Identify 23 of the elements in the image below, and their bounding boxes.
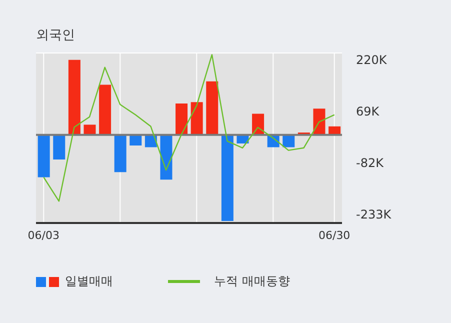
bar	[160, 134, 172, 180]
bar	[68, 60, 80, 135]
y-tick-label: 220K	[356, 53, 388, 68]
x-tick-label: 06/30	[318, 228, 350, 242]
bar	[313, 108, 326, 135]
bar	[190, 102, 203, 135]
line-series	[43, 54, 335, 202]
legend-label: 누적 매매동향	[213, 273, 290, 290]
bar	[84, 124, 96, 135]
bar	[130, 134, 142, 146]
bar	[221, 134, 234, 221]
bar	[53, 134, 66, 160]
x-tick-label: 06/03	[28, 228, 60, 242]
bar	[99, 84, 112, 135]
bar	[206, 81, 218, 135]
y-tick-label: -82K	[356, 156, 385, 170]
chart-title: 외국인	[36, 27, 75, 44]
y-tick-label: -233K	[356, 208, 392, 222]
bar	[38, 134, 50, 178]
y-tick-label: 69K	[356, 104, 380, 119]
legend-label: 일별매매	[64, 273, 113, 290]
bar	[114, 134, 126, 172]
bar	[176, 104, 188, 135]
